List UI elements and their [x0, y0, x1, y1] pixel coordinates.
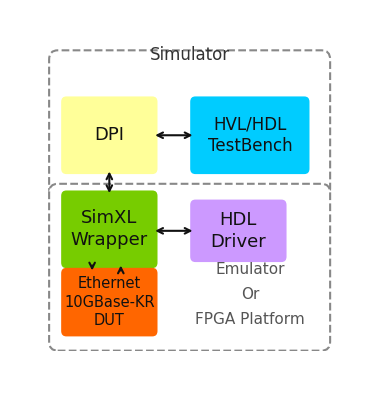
- FancyBboxPatch shape: [190, 200, 286, 262]
- FancyBboxPatch shape: [61, 268, 158, 336]
- FancyBboxPatch shape: [61, 97, 158, 174]
- FancyBboxPatch shape: [49, 50, 330, 197]
- FancyBboxPatch shape: [190, 97, 309, 174]
- Text: HVL/HDL
TestBench: HVL/HDL TestBench: [208, 115, 292, 155]
- FancyBboxPatch shape: [61, 190, 158, 268]
- Text: Simulator: Simulator: [149, 46, 230, 64]
- Text: SimXL
Wrapper: SimXL Wrapper: [71, 209, 148, 249]
- Text: Emulator
Or
FPGA Platform: Emulator Or FPGA Platform: [195, 262, 305, 327]
- Text: Ethernet
10GBase-KR
DUT: Ethernet 10GBase-KR DUT: [64, 276, 155, 328]
- Text: DPI: DPI: [94, 126, 124, 144]
- FancyBboxPatch shape: [49, 184, 330, 351]
- Text: HDL
Driver: HDL Driver: [211, 211, 266, 251]
